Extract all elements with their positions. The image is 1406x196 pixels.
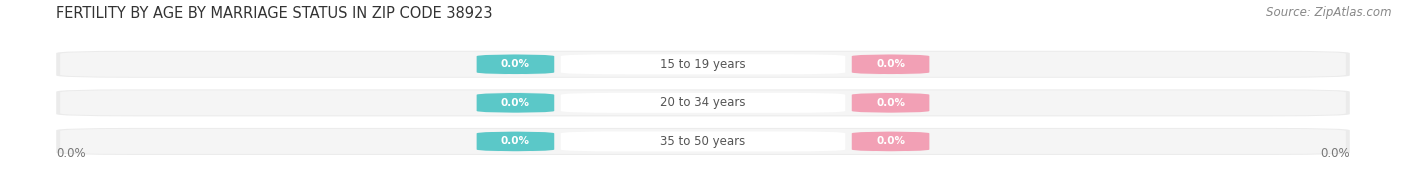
Text: 0.0%: 0.0%	[501, 98, 530, 108]
Text: 0.0%: 0.0%	[876, 98, 905, 108]
Text: 35 to 50 years: 35 to 50 years	[661, 135, 745, 148]
Text: 20 to 34 years: 20 to 34 years	[661, 96, 745, 109]
FancyBboxPatch shape	[56, 51, 1350, 78]
FancyBboxPatch shape	[56, 128, 1350, 155]
FancyBboxPatch shape	[852, 93, 929, 113]
FancyBboxPatch shape	[852, 131, 929, 152]
FancyBboxPatch shape	[561, 131, 845, 152]
FancyBboxPatch shape	[60, 90, 1346, 115]
Text: 15 to 19 years: 15 to 19 years	[661, 58, 745, 71]
Text: 0.0%: 0.0%	[876, 59, 905, 69]
Text: 0.0%: 0.0%	[501, 136, 530, 146]
Text: Source: ZipAtlas.com: Source: ZipAtlas.com	[1267, 6, 1392, 19]
FancyBboxPatch shape	[561, 93, 845, 113]
Text: 0.0%: 0.0%	[1320, 147, 1350, 160]
FancyBboxPatch shape	[852, 54, 929, 74]
FancyBboxPatch shape	[60, 52, 1346, 77]
Text: 0.0%: 0.0%	[501, 59, 530, 69]
Text: FERTILITY BY AGE BY MARRIAGE STATUS IN ZIP CODE 38923: FERTILITY BY AGE BY MARRIAGE STATUS IN Z…	[56, 6, 492, 21]
FancyBboxPatch shape	[477, 93, 554, 113]
FancyBboxPatch shape	[60, 129, 1346, 154]
FancyBboxPatch shape	[477, 131, 554, 152]
Text: 0.0%: 0.0%	[56, 147, 86, 160]
FancyBboxPatch shape	[561, 54, 845, 74]
FancyBboxPatch shape	[56, 89, 1350, 116]
FancyBboxPatch shape	[477, 54, 554, 74]
Text: 0.0%: 0.0%	[876, 136, 905, 146]
